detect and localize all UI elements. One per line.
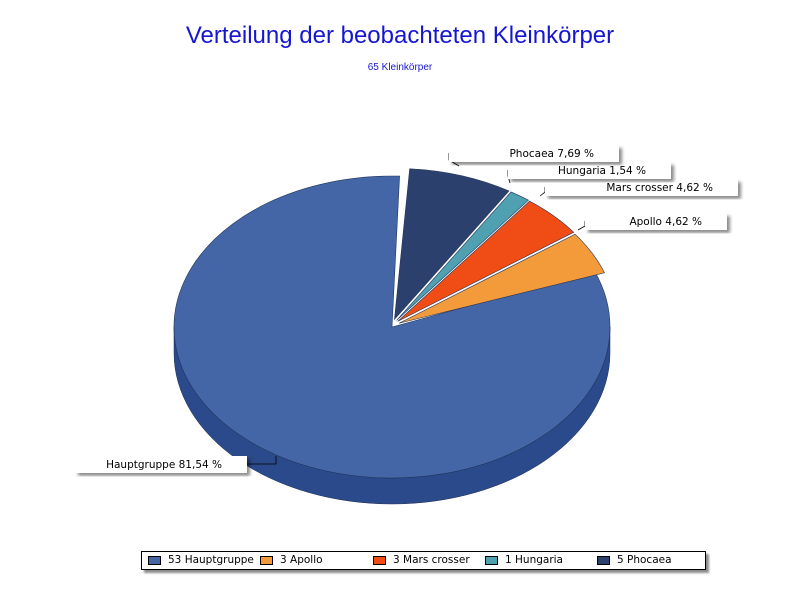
legend-label-phocaea: 5 Phocaea [617,554,672,566]
label-box-apollo [585,213,727,230]
legend-swatch-apollo [260,556,273,565]
slice-phocaea [394,168,510,321]
legend-label-hungaria: 1 Hungaria [505,554,563,566]
label-box-hungaria [508,162,671,179]
slice-label-mars-crosser: Mars crosser 4,62 % [606,182,713,194]
slice-label-apollo: Apollo 4,62 % [629,216,702,228]
legend-swatch-mars-crosser [373,556,386,565]
label-box-phocaea [449,145,619,162]
slice-hauptgruppe [173,175,611,479]
legend-swatch-phocaea [597,556,610,565]
pie-chart: Hauptgruppe 81,54 % Apollo 4,62 % Mars cro… [75,145,738,505]
leader-line-hauptgruppe [247,456,277,465]
leader-line-apollo [577,221,586,231]
pie-slices [173,168,611,505]
legend-label-hauptgruppe: 53 Hauptgruppe [168,554,254,566]
chart-legend: 53 Hauptgruppe 3 Apollo 3 Mars crosser 1… [141,551,706,570]
label-box-mars-crosser [545,179,738,196]
legend-label-apollo: 3 Apollo [280,554,323,566]
leader-line-mars-crosser [539,187,546,197]
slice-label-hungaria: Hungaria 1,54 % [558,165,646,177]
legend-swatch-hauptgruppe [148,556,161,565]
chart-title: Verteilung der beobachteten Kleinkörper [185,22,615,49]
slice-label-hauptgruppe: Hauptgruppe 81,54 % [106,459,222,471]
legend-label-mars-crosser: 3 Mars crosser [393,554,470,566]
slice-mars-crosser [397,200,575,322]
slice-hungaria [396,191,529,321]
slice-apollo [398,233,605,324]
label-box-hauptgruppe [75,456,247,473]
slice-labels: Hauptgruppe 81,54 % Apollo 4,62 % Mars cro… [75,145,738,473]
chart-subtitle: 65 Kleinkörper [367,62,433,73]
legend-swatch-hungaria [485,556,498,565]
slice-label-phocaea: Phocaea 7,69 % [509,148,594,160]
